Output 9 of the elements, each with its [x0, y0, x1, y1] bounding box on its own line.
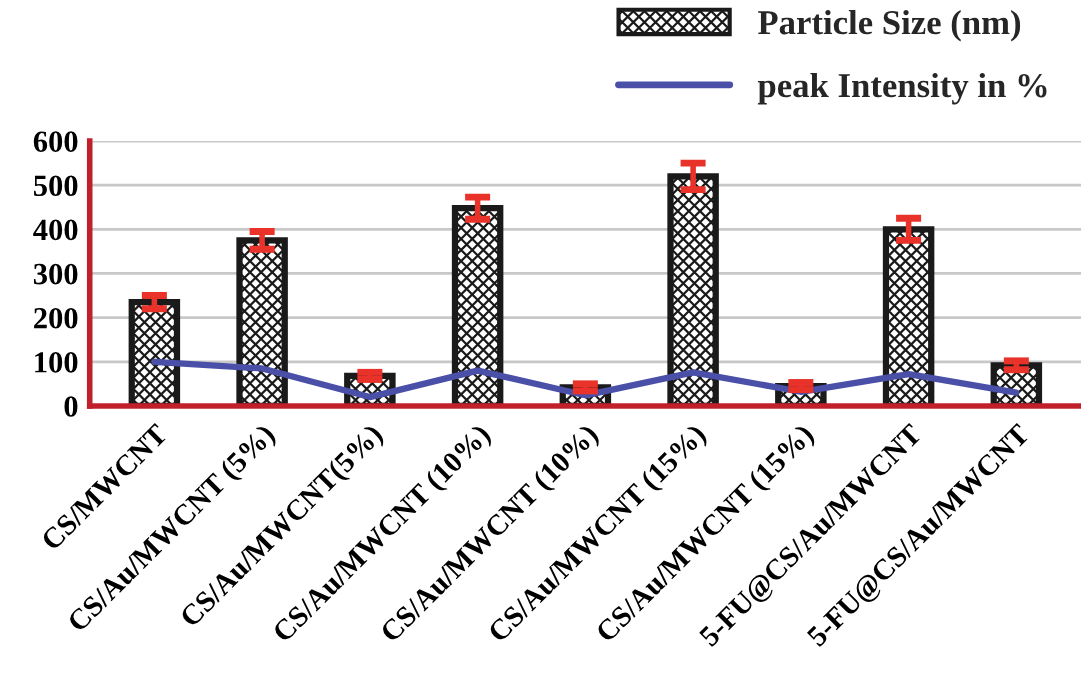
legend-label: peak Intensity in % — [757, 72, 1047, 105]
y-tick-label: 200 — [34, 307, 78, 329]
y-tick-label: 500 — [34, 175, 78, 197]
legend-label: Particle Size (nm) — [758, 9, 1021, 42]
y-tick-label: 0 — [64, 396, 78, 417]
y-tick-label: 100 — [35, 352, 78, 373]
y-tick-label: 300 — [33, 263, 78, 285]
y-tick-label: 400 — [33, 219, 78, 241]
y-tick-label: 600 — [33, 131, 78, 152]
